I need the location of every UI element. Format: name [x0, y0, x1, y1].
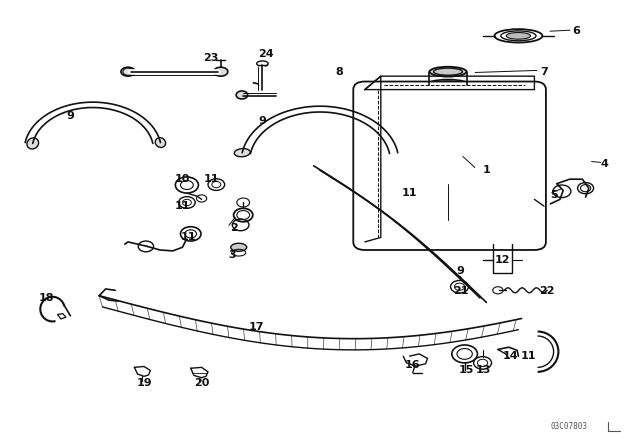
Ellipse shape	[27, 138, 38, 149]
Text: 17: 17	[248, 322, 264, 332]
Text: 20: 20	[194, 378, 209, 388]
Ellipse shape	[234, 149, 250, 157]
Text: 3: 3	[228, 250, 236, 260]
Circle shape	[180, 227, 201, 241]
Text: 9: 9	[457, 266, 465, 276]
Text: 8: 8	[335, 67, 343, 77]
Circle shape	[452, 345, 477, 363]
Ellipse shape	[156, 138, 166, 147]
Text: 6: 6	[572, 26, 580, 36]
Text: 23: 23	[204, 53, 219, 63]
Text: 11: 11	[520, 351, 536, 361]
Text: 19: 19	[136, 378, 152, 388]
Text: 15: 15	[458, 365, 474, 375]
Text: 22: 22	[540, 286, 555, 296]
FancyBboxPatch shape	[353, 82, 546, 250]
Text: 11: 11	[175, 201, 190, 211]
Text: 16: 16	[405, 360, 420, 370]
Ellipse shape	[234, 208, 253, 222]
Text: 11: 11	[181, 233, 196, 242]
Text: 4: 4	[601, 159, 609, 168]
Text: 11: 11	[402, 188, 417, 198]
Ellipse shape	[426, 80, 470, 91]
Text: 9: 9	[259, 116, 266, 126]
Text: 9: 9	[67, 112, 74, 121]
Text: 12: 12	[495, 255, 510, 265]
Text: 1: 1	[483, 165, 490, 175]
Ellipse shape	[429, 67, 467, 77]
Text: 11: 11	[204, 174, 219, 184]
Ellipse shape	[381, 150, 397, 158]
Ellipse shape	[506, 33, 531, 39]
Ellipse shape	[121, 67, 135, 76]
Circle shape	[175, 177, 198, 193]
Text: 21: 21	[453, 286, 468, 296]
Ellipse shape	[214, 67, 228, 76]
Text: 5: 5	[550, 190, 557, 200]
Ellipse shape	[236, 91, 248, 99]
Text: 7: 7	[540, 67, 548, 77]
Text: 18: 18	[38, 293, 54, 303]
Ellipse shape	[231, 243, 247, 251]
Text: 10: 10	[175, 174, 190, 184]
Text: 13: 13	[476, 365, 491, 375]
Text: 24: 24	[258, 49, 273, 59]
Text: 2: 2	[230, 224, 237, 233]
Text: 03C07803: 03C07803	[550, 422, 588, 431]
Text: 14: 14	[503, 351, 518, 361]
